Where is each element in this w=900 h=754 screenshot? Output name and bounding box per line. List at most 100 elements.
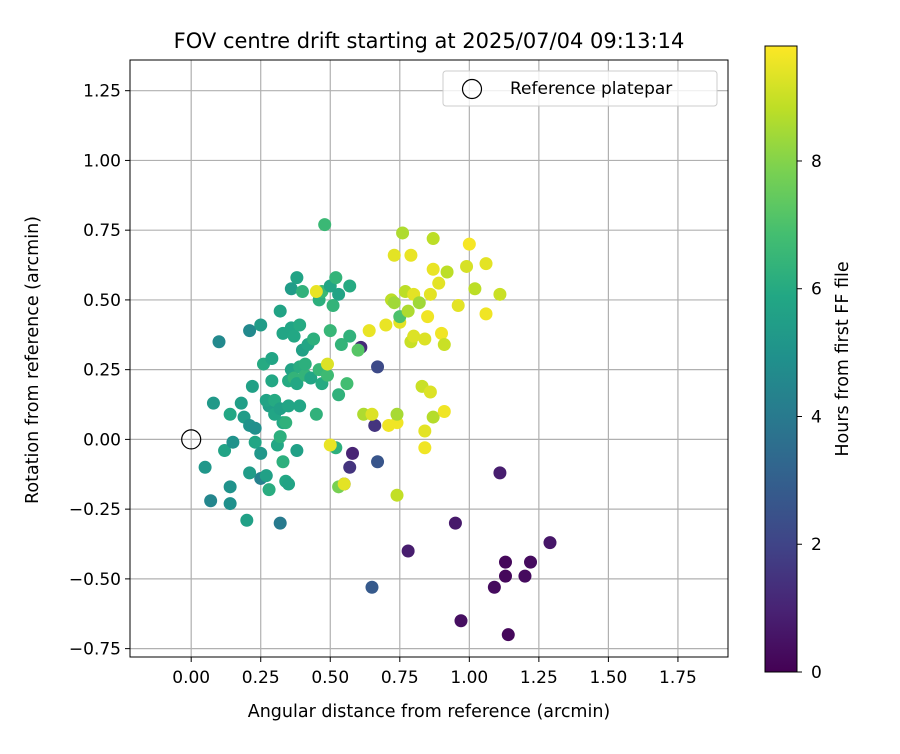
scatter-point	[448, 516, 462, 530]
scatter-point	[543, 536, 557, 550]
scatter-point	[421, 310, 435, 324]
scatter-point	[307, 332, 321, 346]
scatter-point	[498, 569, 512, 583]
scatter-point	[223, 497, 237, 511]
scatter-point	[290, 444, 304, 458]
scatter-point	[243, 466, 257, 480]
scatter-point	[418, 441, 432, 455]
scatter-point	[390, 407, 404, 421]
scatter-point	[290, 271, 304, 285]
scatter-point	[206, 396, 220, 410]
points-layer	[198, 218, 557, 642]
y-tick-label: 0.00	[83, 430, 121, 450]
scatter-point	[265, 374, 279, 388]
scatter-point	[318, 218, 332, 232]
scatter-point	[423, 287, 437, 301]
scatter-point	[320, 368, 334, 382]
x-tick-label: 0.25	[242, 668, 280, 688]
scatter-point	[282, 399, 296, 413]
scatter-point	[440, 265, 454, 279]
y-tick-label: −0.75	[69, 640, 121, 660]
y-tick-label: −0.25	[69, 500, 121, 520]
scatter-point	[337, 477, 351, 491]
x-tick-label: 0.00	[172, 668, 210, 688]
scatter-point	[340, 377, 354, 391]
scatter-point	[262, 483, 276, 497]
y-axis: −0.75 −0.50 −0.25 0.00 0.25 0.50 0.75 1.00 1.25	[69, 82, 130, 660]
x-tick-label: 1.00	[450, 668, 488, 688]
scatter-point	[279, 416, 293, 430]
scatter-point	[435, 326, 449, 340]
scatter-point	[404, 248, 418, 262]
scatter-point	[273, 516, 287, 530]
scatter-point	[323, 324, 337, 338]
reference-layer	[181, 429, 202, 450]
scatter-point	[248, 435, 262, 449]
x-tick-label: 0.50	[311, 668, 349, 688]
x-axis-label: Angular distance from reference (arcmin)	[248, 702, 611, 722]
scatter-point	[426, 262, 440, 276]
x-tick-label: 1.50	[589, 668, 627, 688]
y-tick-label: 0.25	[83, 361, 121, 381]
y-tick-label: −0.50	[69, 570, 121, 590]
scatter-point	[460, 259, 474, 273]
scatter-point	[273, 304, 287, 318]
colorbar: 0 2 4 6 8 Hours from first FF file	[764, 45, 853, 683]
scatter-point	[412, 296, 426, 310]
scatter-point	[462, 237, 476, 251]
scatter-point	[218, 444, 232, 458]
scatter-point	[254, 318, 268, 332]
scatter-point	[401, 304, 415, 318]
scatter-point	[226, 435, 240, 449]
scatter-point	[254, 446, 268, 460]
scatter-point	[437, 405, 451, 419]
x-tick-label: 1.75	[659, 668, 697, 688]
scatter-point	[282, 477, 296, 491]
scatter-point	[329, 271, 343, 285]
scatter-point	[423, 385, 437, 399]
colorbar-gradient	[764, 45, 798, 673]
scatter-point	[407, 329, 421, 343]
colorbar-label: Hours from first FF file	[833, 261, 853, 456]
colorbar-tick-label: 8	[811, 152, 822, 172]
scatter-point	[304, 371, 318, 385]
scatter-point	[437, 338, 451, 352]
scatter-point	[468, 282, 482, 296]
scatter-point	[265, 352, 279, 365]
scatter-point	[518, 569, 532, 583]
x-axis: 0.00 0.25 0.50 0.75 1.00 1.25 1.50 1.75	[172, 657, 697, 688]
scatter-point	[379, 318, 393, 332]
scatter-point	[479, 307, 493, 321]
colorbar-ticks: 0 2 4 6 8	[797, 152, 822, 683]
scatter-point	[432, 276, 446, 290]
scatter-point	[368, 418, 382, 432]
scatter-point	[320, 357, 334, 371]
scatter-point	[284, 282, 298, 296]
scatter-point	[334, 338, 348, 352]
scatter-point	[365, 580, 379, 594]
scatter-point	[479, 257, 493, 271]
scatter-point	[259, 469, 273, 483]
scatter-point	[346, 446, 360, 460]
scatter-point	[426, 232, 440, 246]
scatter-point	[287, 329, 301, 343]
scatter-point	[418, 332, 432, 346]
scatter-point	[309, 407, 323, 421]
x-tick-label: 1.25	[520, 668, 558, 688]
scatter-point	[326, 298, 340, 312]
scatter-point	[293, 318, 307, 332]
scatter-point	[387, 248, 401, 262]
scatter-point	[212, 335, 226, 349]
scatter-point	[243, 324, 257, 338]
y-tick-label: 1.00	[83, 151, 121, 171]
scatter-point	[454, 614, 468, 628]
legend-entry-label: Reference platepar	[510, 79, 672, 99]
scatter-point	[501, 628, 515, 642]
scatter-point	[493, 287, 507, 301]
scatter-point	[234, 396, 248, 410]
colorbar-tick-label: 6	[811, 280, 822, 300]
scatter-point	[204, 494, 218, 508]
y-tick-label: 0.50	[83, 291, 121, 311]
